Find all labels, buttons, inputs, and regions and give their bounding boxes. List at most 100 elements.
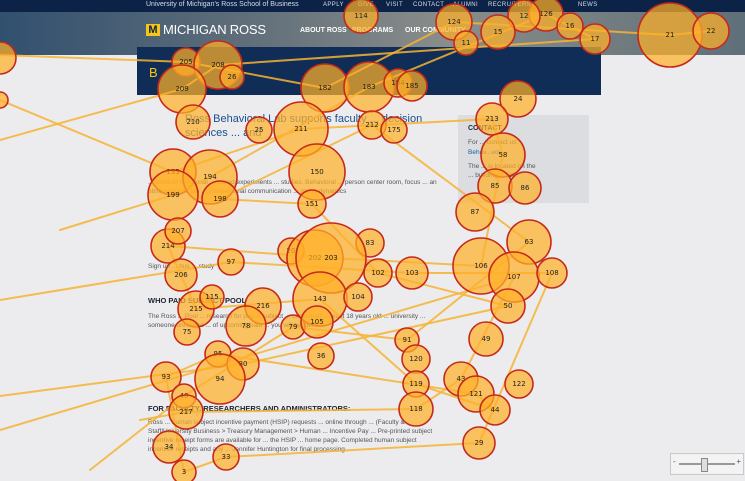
fixation-label: 22 (707, 27, 716, 35)
fixation-label: 175 (387, 126, 400, 134)
fixation-circle (173, 318, 201, 346)
fixation-label: 12 (520, 12, 529, 20)
fixation-label: 86 (521, 184, 530, 192)
fixation-circle (507, 0, 541, 33)
site-logo[interactable]: M MICHIGAN ROSS (146, 22, 266, 37)
nav-programs[interactable]: PROGRAMS (352, 27, 394, 34)
util-link-recruiters[interactable]: RECRUITERS (488, 2, 532, 8)
fixation-label: 150 (310, 168, 323, 176)
fixation-label: 16 (566, 22, 575, 30)
fixation-marker: 209 (157, 64, 207, 114)
fixation-marker: 75 (173, 318, 201, 346)
fixation-label: 75 (183, 328, 192, 336)
saccade-line (0, 54, 187, 63)
zoom-plus-icon[interactable]: + (736, 457, 741, 466)
fixation-label: 118 (409, 405, 422, 413)
school-name[interactable]: University of Michigan's Ross School of … (146, 1, 299, 8)
fixation-label: 119 (409, 380, 422, 388)
fixation-label: 121 (469, 390, 482, 398)
fixation-marker: 213 (475, 102, 509, 136)
saccade-line (89, 395, 185, 471)
fixation-label: 114 (354, 12, 368, 20)
fixation-label: 209 (175, 85, 188, 93)
fixation-circle (453, 30, 479, 56)
saccade-line (0, 99, 174, 173)
fixation-marker: 3 (171, 459, 197, 481)
fixation-marker: 16 (556, 12, 584, 40)
fixation-circle (508, 171, 542, 205)
fixation-label: 93 (162, 373, 171, 381)
fixation-marker: 119 (402, 370, 430, 398)
fixation-label: 205 (179, 58, 192, 66)
zoom-minus-icon[interactable]: - (673, 457, 676, 466)
fixation-marker: 217 (168, 394, 204, 430)
fixation-circle (380, 116, 408, 144)
fixation-label: 108 (545, 269, 558, 277)
fixation-circle (536, 257, 568, 289)
util-link-news[interactable]: NEWS (578, 2, 598, 8)
fixation-circle (225, 305, 267, 347)
fixation-label: 120 (409, 355, 422, 363)
fixation-marker: 34 (152, 430, 186, 464)
fixation-marker: 210 (175, 104, 211, 140)
fixation-circle (194, 353, 246, 405)
fixation-label: 122 (512, 380, 525, 388)
fixation-label: 36 (317, 352, 326, 360)
fixation-label: 198 (213, 195, 226, 203)
fixation-marker: 206 (164, 258, 198, 292)
fixation-circle (479, 394, 511, 426)
fixation-marker: 50 (490, 288, 526, 324)
zoom-slider[interactable]: - + (670, 453, 744, 475)
fixation-marker: 151 (297, 189, 327, 219)
fixation-label: 44 (491, 406, 500, 414)
saccade-line (0, 88, 183, 141)
fixation-circle (343, 0, 379, 34)
fixation-marker: 103 (395, 256, 429, 290)
fixation-circle (307, 342, 335, 370)
fixation-marker: 93 (150, 361, 182, 393)
fixation-circle (217, 248, 245, 276)
fixation-label: 194 (203, 173, 217, 181)
fixation-marker: 22 (692, 12, 730, 50)
util-link-visit[interactable]: VISIT (386, 2, 404, 8)
fixation-circle (171, 459, 197, 481)
faculty-heading: FOR FACULTY, RESEARCHERS AND ADMINISTRAT… (148, 404, 351, 413)
fixation-label: 104 (351, 293, 365, 301)
fixation-label: 43 (457, 375, 466, 383)
fixation-marker: 198 (201, 180, 239, 218)
fixation-circle (475, 102, 509, 136)
fixation-circle (150, 361, 182, 393)
fixation-circle (363, 258, 393, 288)
fixation-label: 15 (494, 28, 503, 36)
fixation-label: 203 (324, 254, 337, 262)
zoom-thumb[interactable] (701, 458, 708, 472)
fixation-marker: 120 (401, 344, 431, 374)
fixation-label: 208 (211, 61, 224, 69)
fixation-marker: 11 (453, 30, 479, 56)
util-link-contact[interactable]: CONTACT (413, 2, 445, 8)
fixation-circle (504, 369, 534, 399)
fixation-marker: 49 (468, 321, 504, 357)
fixation-circle (300, 305, 334, 339)
fixation-marker: 44 (479, 394, 511, 426)
nav-about-ross[interactable]: ABOUT ROSS (300, 27, 347, 34)
fixation-label: 78 (242, 322, 251, 330)
fixation-marker: 207 (164, 217, 192, 245)
fixation-label: 58 (499, 151, 508, 159)
fixation-marker: 87 (455, 192, 495, 232)
fixation-label: 97 (227, 258, 236, 266)
util-link-apply[interactable]: APPLY (323, 2, 344, 8)
fixation-label: 79 (289, 323, 298, 331)
fixation-marker: 175 (380, 116, 408, 144)
fixation-circle (398, 391, 434, 427)
fixation-label: 91 (403, 336, 412, 344)
fixation-marker: 29 (462, 426, 496, 460)
fixation-label: 105 (310, 318, 323, 326)
fixation-label: 34 (165, 443, 174, 451)
fixation-label: 49 (482, 335, 491, 343)
fixation-label: 29 (475, 439, 484, 447)
fixation-label: 210 (186, 118, 199, 126)
util-link-alumni[interactable]: ALUMNI (453, 2, 479, 8)
